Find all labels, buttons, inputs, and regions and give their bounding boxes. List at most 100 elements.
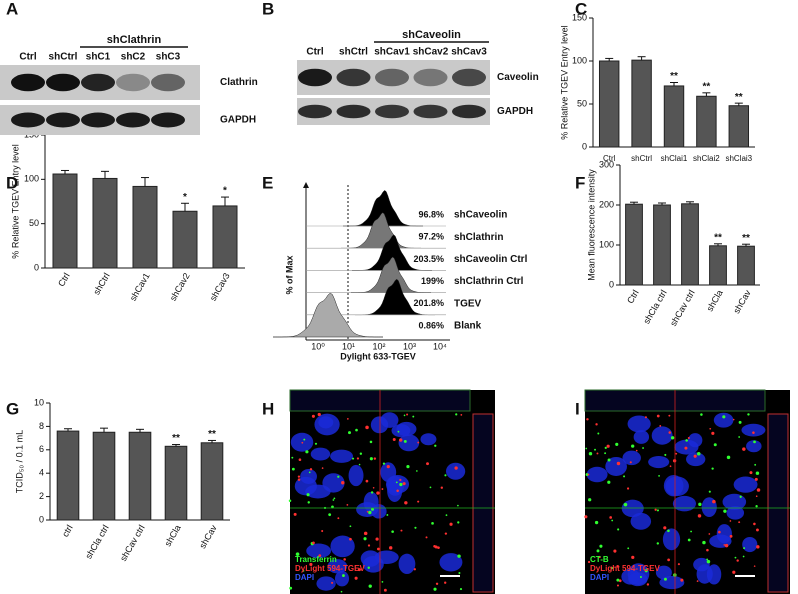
puncta [738, 521, 741, 524]
puncta [723, 544, 726, 546]
nucleus [659, 575, 685, 590]
lane-label: Ctrl [306, 47, 323, 58]
puncta [669, 465, 672, 468]
nucleus [741, 423, 766, 437]
lane-label: Ctrl [19, 52, 36, 63]
puncta [359, 452, 363, 455]
puncta [309, 562, 313, 567]
x-tick-label: ctrl [60, 523, 75, 538]
puncta [685, 439, 688, 442]
puncta [348, 431, 351, 435]
y-tick-label: 4 [39, 468, 44, 478]
puncta [747, 413, 750, 416]
puncta [596, 452, 599, 455]
x-tick-label: shCav2 [168, 271, 192, 302]
puncta [743, 547, 746, 550]
lane-label: shCav2 [413, 47, 449, 58]
bar [681, 203, 699, 286]
puncta [435, 582, 439, 585]
bar [212, 205, 238, 269]
puncta [434, 444, 437, 447]
blot-band [413, 104, 448, 119]
puncta [383, 588, 387, 592]
puncta [332, 499, 335, 501]
nucleus [316, 576, 336, 591]
puncta [367, 544, 371, 547]
panel-label: D [6, 173, 18, 192]
puncta [615, 442, 619, 446]
nucleus [327, 559, 348, 574]
puncta [668, 431, 672, 434]
puncta [354, 576, 358, 580]
nucleus [742, 536, 758, 553]
group-label: shClathrin [107, 34, 162, 46]
puncta [381, 488, 384, 490]
row-name: TGEV [454, 298, 482, 309]
y-tick-label: 8 [39, 421, 44, 431]
row-name: shCaveolin [454, 210, 507, 221]
puncta [606, 444, 610, 448]
puncta [417, 441, 420, 444]
puncta [755, 471, 760, 475]
nucleus [310, 447, 331, 461]
puncta [596, 549, 600, 553]
x-tick-label: 10⁴ [433, 341, 447, 351]
puncta [708, 533, 711, 535]
puncta [617, 528, 620, 531]
yz-view [767, 413, 789, 593]
puncta [706, 548, 709, 552]
puncta [399, 478, 402, 482]
panel-label: C [575, 0, 587, 18]
nucleus [370, 416, 389, 434]
puncta [363, 537, 367, 541]
nucleus [622, 450, 641, 466]
puncta [677, 563, 680, 566]
puncta [311, 414, 315, 418]
puncta [738, 436, 741, 438]
y-tick-label: 300 [599, 159, 614, 169]
puncta [433, 587, 437, 591]
puncta [457, 504, 459, 507]
bar [200, 442, 224, 521]
puncta [406, 413, 409, 416]
puncta [658, 474, 660, 477]
x-tick-label: 10¹ [342, 341, 355, 351]
panel-label: F [575, 173, 585, 192]
puncta [587, 560, 591, 564]
puncta [656, 542, 660, 545]
puncta [437, 546, 440, 550]
legend-label: DyLight 594-TGEV [295, 564, 365, 573]
legend-label: Transferrin [295, 555, 337, 564]
legend-label: DyLight 594-TGEV [590, 564, 660, 573]
puncta [381, 580, 384, 583]
yz-view [472, 413, 494, 593]
puncta [391, 530, 394, 533]
puncta [684, 446, 688, 450]
bar [737, 245, 755, 286]
puncta [623, 475, 626, 478]
puncta [429, 486, 432, 489]
puncta [742, 447, 746, 451]
puncta [711, 431, 715, 435]
significance-label: ** [714, 232, 722, 243]
blot-band [336, 68, 371, 87]
puncta [386, 514, 389, 516]
blot-band [336, 104, 371, 119]
puncta [308, 471, 311, 474]
puncta [297, 475, 301, 478]
puncta [642, 447, 644, 449]
nucleus [746, 440, 762, 453]
puncta [321, 530, 324, 533]
puncta [718, 530, 721, 534]
puncta [459, 588, 463, 591]
puncta [586, 418, 589, 421]
y-tick-label: 10 [34, 397, 44, 407]
puncta [356, 457, 360, 460]
puncta [584, 515, 588, 519]
puncta [598, 555, 601, 559]
legend-label: CT-B [590, 555, 609, 564]
puncta [382, 462, 386, 465]
puncta [295, 552, 300, 556]
panel-label: G [6, 399, 19, 418]
puncta [372, 487, 375, 489]
